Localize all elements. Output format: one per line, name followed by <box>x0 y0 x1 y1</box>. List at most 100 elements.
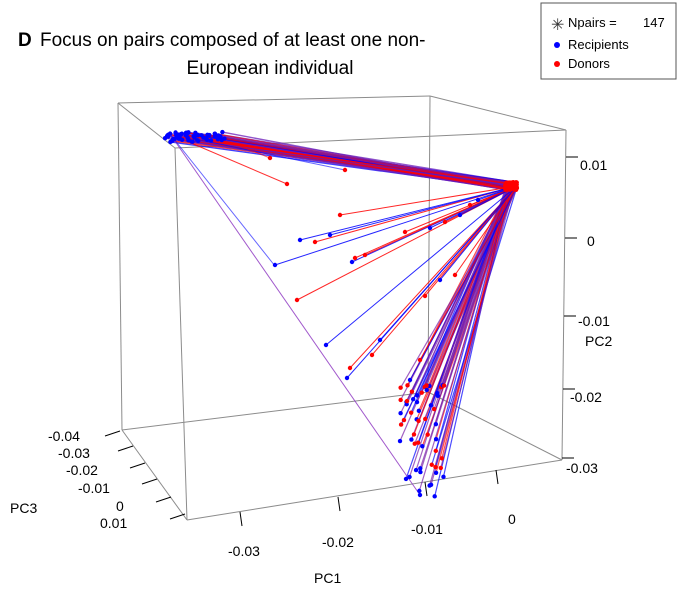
donor-point <box>398 422 404 427</box>
recipient-point <box>418 466 423 471</box>
donor-point <box>337 212 343 218</box>
recipient-point <box>416 408 422 414</box>
recipient-point <box>424 387 429 393</box>
pair-line <box>454 185 518 276</box>
recipient-point <box>199 133 204 138</box>
pair-lines <box>164 131 518 497</box>
legend: ✳ Npairs = 147 Recipients Donors <box>540 2 677 80</box>
pair-line <box>439 185 518 281</box>
donor-point <box>408 410 414 415</box>
donor-point <box>369 352 375 358</box>
recipient-point <box>410 397 416 402</box>
box-edge <box>121 391 429 431</box>
donor-point <box>401 417 407 423</box>
donor-point <box>419 390 424 395</box>
pc3-axis <box>104 430 186 520</box>
donor-point <box>267 155 273 161</box>
donor-point <box>294 297 300 303</box>
legend-star-symbol: ✳ <box>551 15 564 34</box>
recipient-point <box>417 488 422 494</box>
recipient-point <box>427 225 433 231</box>
pc1-tick <box>239 511 243 527</box>
pc1-tick <box>337 496 341 512</box>
pc2-tick-label: -0.02 <box>570 389 602 405</box>
recipient-point <box>377 337 383 343</box>
pc1-tick-label: -0.01 <box>411 521 443 537</box>
recipient-point <box>427 483 432 488</box>
pair-line <box>406 184 512 402</box>
recipient-point <box>344 375 350 381</box>
pc3-tick-label: -0.04 <box>48 428 80 444</box>
donor-point <box>402 229 408 235</box>
pc3-axis-title: PC3 <box>10 500 37 516</box>
pc2-axis <box>562 156 578 459</box>
donor-point <box>512 183 518 189</box>
recipient-point <box>403 476 409 482</box>
donor-point <box>424 383 429 388</box>
pc1-axis-title: PC1 <box>314 570 341 586</box>
recipient-point <box>183 133 189 138</box>
donor-point <box>398 397 403 403</box>
box-edge <box>427 95 431 393</box>
pair-line <box>169 133 421 496</box>
recipient-point <box>433 422 439 427</box>
pc1-tick-label: 0 <box>508 511 516 527</box>
recipient-point <box>413 467 419 473</box>
recipient-point <box>418 469 423 475</box>
donor-point <box>404 398 410 404</box>
chart-title-letter: D <box>18 30 32 51</box>
donor-point <box>398 385 403 390</box>
recipient-point <box>272 262 278 268</box>
legend-npairs-label: Npairs = <box>568 15 617 30</box>
donor-point <box>442 219 448 225</box>
donor-point <box>422 293 428 299</box>
legend-box <box>540 2 677 80</box>
box-edge <box>561 129 567 461</box>
donor-point <box>347 365 353 371</box>
pair-points <box>162 129 520 499</box>
pair-line <box>172 138 511 191</box>
pc3-tick-label: -0.02 <box>66 462 98 478</box>
donor-point <box>416 418 421 424</box>
donor-point <box>432 406 437 412</box>
donor-point <box>452 272 458 278</box>
recipient-point <box>457 212 463 218</box>
recipient-point <box>417 492 423 498</box>
pair-line <box>364 185 518 256</box>
recipient-point <box>414 393 420 398</box>
recipient-point <box>216 133 221 138</box>
donor-point <box>362 252 368 258</box>
pc1-tick <box>424 481 428 497</box>
box-edge <box>121 429 188 521</box>
pair-line <box>218 134 515 185</box>
pair-line <box>379 185 518 341</box>
legend-recipients-label: Recipients <box>568 37 629 52</box>
pc3-tick-label: -0.03 <box>58 445 90 461</box>
pair-line <box>339 185 518 216</box>
plot-box <box>117 95 567 521</box>
pc1-tick <box>495 469 499 485</box>
recipient-point <box>437 277 443 283</box>
recipient-point <box>433 470 439 475</box>
pc3-tick <box>129 462 146 469</box>
pc2-axis-title: PC2 <box>585 333 612 349</box>
pc3-tick-label: 0.01 <box>100 515 127 531</box>
pc1-tick-label: -0.02 <box>322 534 354 550</box>
recipient-point <box>205 132 210 137</box>
pair-line <box>229 141 271 159</box>
recipient-point <box>398 411 403 416</box>
chart-title-line2: European individual <box>187 58 354 79</box>
pair-line <box>179 136 511 185</box>
recipient-point <box>409 437 414 442</box>
pc3-tick <box>169 513 186 520</box>
donor-point <box>503 186 508 191</box>
pair-line <box>168 135 516 187</box>
recipient-point <box>428 403 434 408</box>
recipient-point <box>475 197 481 203</box>
legend-donors-dot <box>554 61 560 67</box>
legend-donors-label: Donors <box>568 56 610 71</box>
donor-point <box>352 255 358 261</box>
donor-point <box>411 432 417 437</box>
recipient-point <box>219 137 224 143</box>
recipient-point <box>397 438 403 444</box>
